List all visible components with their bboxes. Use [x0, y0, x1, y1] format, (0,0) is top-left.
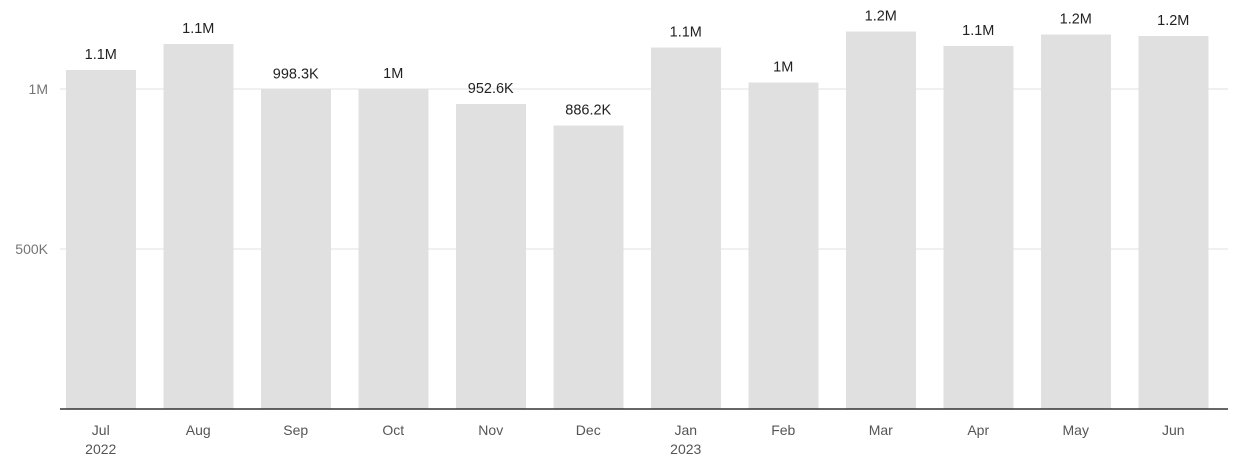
- x-tick-label: Oct: [382, 422, 404, 438]
- bar: [455, 104, 526, 409]
- bar: [260, 89, 331, 409]
- bar: [65, 69, 136, 410]
- bar: [845, 31, 916, 410]
- y-tick-label: 1M: [29, 81, 48, 97]
- bars: [65, 31, 1209, 410]
- x-tick-label: Feb: [771, 422, 795, 438]
- data-label: 1.1M: [670, 24, 702, 40]
- data-label: 1.1M: [85, 47, 117, 63]
- bar: [163, 44, 234, 409]
- bar: [650, 47, 721, 410]
- data-labels: 1.1M 1.1M 998.3K 1M 952.6K 886.2K 1.1M 1M 1.2M 1.…: [85, 8, 1190, 118]
- x-tick-label: Nov: [478, 422, 503, 438]
- data-label: 1.1M: [182, 21, 214, 37]
- data-label: 998.3K: [273, 67, 319, 83]
- bar: [1138, 35, 1209, 409]
- y-tick-label: 500K: [15, 241, 48, 257]
- y-axis-ticks: 500K 1M: [15, 81, 48, 257]
- grid-lines: [60, 88, 1228, 250]
- x-tick-year-label: 2023: [670, 441, 701, 457]
- x-tick-label: Apr: [967, 422, 989, 438]
- x-tick-label: Jun: [1162, 422, 1185, 438]
- data-label: 886.2K: [565, 102, 611, 118]
- x-tick-label: Jul: [92, 422, 110, 438]
- bar: [943, 45, 1014, 410]
- data-label: 1.2M: [865, 8, 897, 24]
- x-tick-label: Dec: [576, 422, 601, 438]
- data-label: 1.2M: [1157, 13, 1189, 29]
- x-tick-label: Aug: [186, 422, 211, 438]
- x-tick-label: Jan: [674, 422, 697, 438]
- data-label: 1M: [773, 60, 793, 76]
- x-tick-label: Sep: [283, 422, 308, 438]
- data-label: 1M: [383, 66, 403, 82]
- bar: [553, 125, 624, 409]
- x-axis-ticks: Jul 2022 Aug Sep Oct Nov Dec Jan 2023 Feb Mar Apr Ma…: [85, 422, 1184, 457]
- bar: [748, 82, 819, 409]
- x-tick-label: May: [1063, 422, 1089, 438]
- data-label: 1.2M: [1060, 12, 1092, 28]
- x-tick-label: Mar: [869, 422, 893, 438]
- bar: [1040, 34, 1111, 409]
- data-label: 952.6K: [468, 81, 514, 97]
- data-label: 1.1M: [962, 23, 994, 39]
- x-tick-year-label: 2022: [85, 441, 116, 457]
- bar: [358, 89, 429, 409]
